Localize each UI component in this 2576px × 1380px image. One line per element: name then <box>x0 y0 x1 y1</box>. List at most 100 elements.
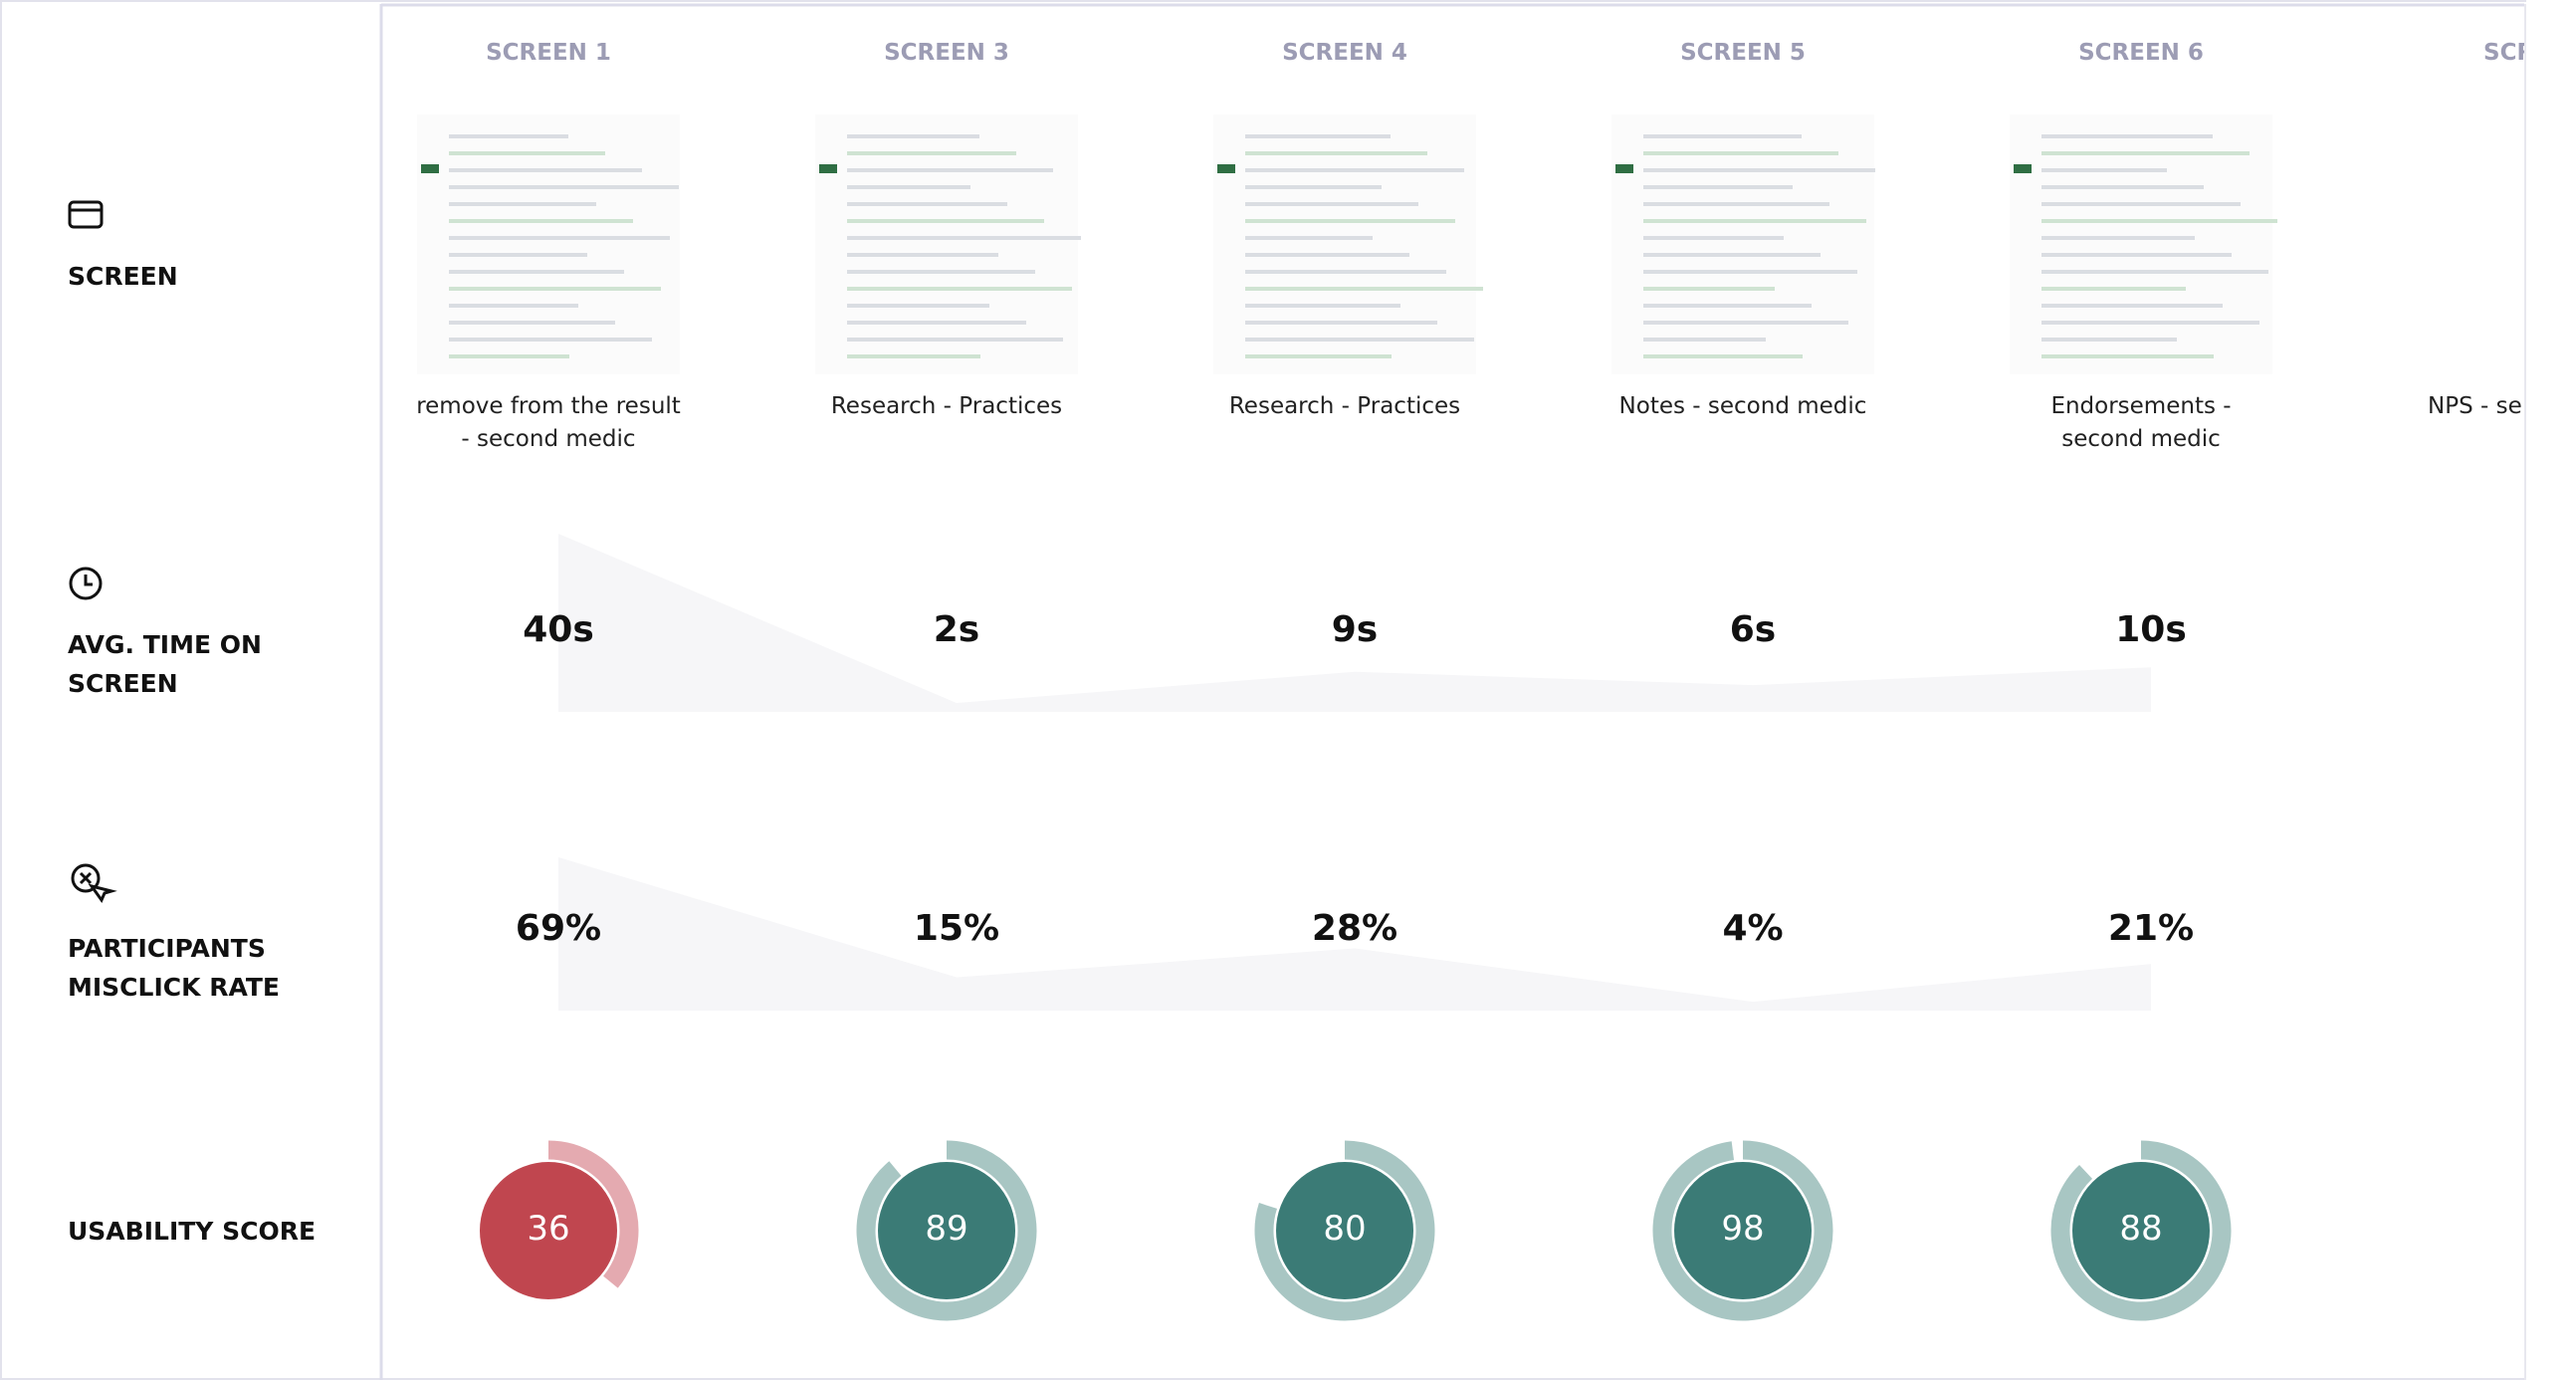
screen-thumbnail <box>417 115 680 374</box>
caption: Research - Practices <box>830 393 1063 419</box>
thumbnail-line <box>1245 219 1455 223</box>
thumbnail-line <box>1643 338 1766 342</box>
thumbnail-line <box>1245 270 1446 274</box>
thumbnail-line <box>1245 236 1373 240</box>
score-arc <box>547 1140 639 1288</box>
thumbnail <box>1213 115 1476 374</box>
thumbnail-line <box>449 151 605 155</box>
thumbnail-line <box>1643 202 1829 206</box>
thumbnail-line <box>1245 354 1392 358</box>
thumbnail-line <box>449 202 596 206</box>
column-title: SCREEN 1 <box>486 40 611 66</box>
thumbnail-line <box>1643 287 1775 291</box>
score-circle <box>1672 1160 1814 1301</box>
thumbnail <box>2010 115 2272 374</box>
caption: Endorsements - second medic <box>2050 393 2232 452</box>
score-circle <box>478 1160 619 1301</box>
thumbnail-line <box>1245 185 1382 189</box>
thumbnail-line <box>1643 168 1875 172</box>
thumbnail-line <box>847 253 998 257</box>
score-circle <box>1274 1160 1415 1301</box>
thumbnail-line <box>847 304 989 308</box>
thumbnail <box>815 115 1078 374</box>
score-value: 98 <box>1721 1209 1765 1249</box>
score-arc <box>1254 1140 1435 1321</box>
thumbnail-chip <box>1217 164 1235 173</box>
score-value: 80 <box>1323 1209 1367 1249</box>
thumbnail-chip <box>819 164 837 173</box>
thumbnail-line <box>2041 287 2186 291</box>
score-circle <box>876 1160 1017 1301</box>
time-value: 6s <box>1729 609 1777 650</box>
thumbnail-line <box>1643 354 1803 358</box>
column-title: SCREEN 4 <box>1282 40 1407 66</box>
thumbnail-chip <box>2014 164 2032 173</box>
thumbnail-line <box>1245 168 1464 172</box>
thumbnail-line <box>449 236 670 240</box>
thumbnail-line <box>847 287 1072 291</box>
thumbnail-line <box>2041 338 2177 342</box>
misclick-value: 69% <box>515 908 602 949</box>
thumbnail <box>1611 115 1874 374</box>
column-title: SCREEN 3 <box>884 40 1009 66</box>
thumbnail-line <box>2041 185 2204 189</box>
thumbnail-line <box>1245 321 1437 325</box>
thumbnail-line <box>2041 354 2214 358</box>
misclick-value: 21% <box>2107 908 2195 949</box>
thumbnail-line <box>449 185 679 189</box>
score-value: 88 <box>2119 1209 2163 1249</box>
thumbnail-chip <box>421 164 439 173</box>
misclick-value: 4% <box>1722 908 1784 949</box>
thumbnail-line <box>2041 168 2167 172</box>
time-value: 2s <box>933 609 980 650</box>
thumbnail-line <box>847 202 1007 206</box>
screen-thumbnail <box>815 115 1081 374</box>
thumbnail-line <box>1245 202 1418 206</box>
thumbnail-line <box>1245 304 1400 308</box>
thumbnail-line <box>2041 202 2241 206</box>
caption: remove from the result - second medic <box>416 393 681 452</box>
row-label: SCREEN <box>68 262 178 291</box>
thumbnail-line <box>449 287 661 291</box>
caption: Research - Practices <box>1228 393 1461 419</box>
column-title: SCREEN 5 <box>1680 40 1806 66</box>
time-value: 40s <box>523 609 594 650</box>
misclick-icon <box>71 863 101 893</box>
thumbnail-line <box>2041 219 2277 223</box>
thumbnail <box>417 115 680 374</box>
thumbnail-line <box>1643 253 1821 257</box>
thumbnail-line <box>2041 321 2259 325</box>
score-arc <box>856 1140 1037 1321</box>
clock-icon <box>69 567 103 600</box>
thumbnail-line <box>449 270 624 274</box>
row-label: PARTICIPANTS MISCLICK RATE <box>68 934 280 1002</box>
thumbnail-line <box>847 270 1035 274</box>
edge-mask <box>2526 0 2576 1380</box>
thumbnail-line <box>847 236 1081 240</box>
score-value: 89 <box>925 1209 968 1249</box>
thumbnail-line <box>847 134 979 138</box>
time-value: 9s <box>1331 609 1379 650</box>
screen-thumbnail <box>2010 115 2277 374</box>
thumbnail-line <box>847 151 1016 155</box>
icons <box>68 200 117 904</box>
thumbnail-line <box>847 168 1053 172</box>
screen-thumbnail <box>1611 115 1875 374</box>
thumbnail-line <box>449 321 615 325</box>
thumbnail-line <box>1643 219 1866 223</box>
thumbnail-line <box>449 338 652 342</box>
thumbnail-line <box>847 338 1063 342</box>
thumbnail-line <box>847 185 970 189</box>
thumbnail-line <box>449 219 633 223</box>
thumbnail-line <box>449 168 642 172</box>
thumbnail-line <box>449 253 587 257</box>
screen-thumbnail <box>1213 115 1483 374</box>
caption: NPS - se <box>2428 393 2522 419</box>
thumbnail-line <box>2041 304 2223 308</box>
thumbnail-line <box>2041 270 2268 274</box>
thumbnail-chip <box>1615 164 1633 173</box>
thumbnail-line <box>1643 134 1802 138</box>
sparkline-area <box>558 534 2151 712</box>
score-circle <box>2070 1160 2212 1301</box>
